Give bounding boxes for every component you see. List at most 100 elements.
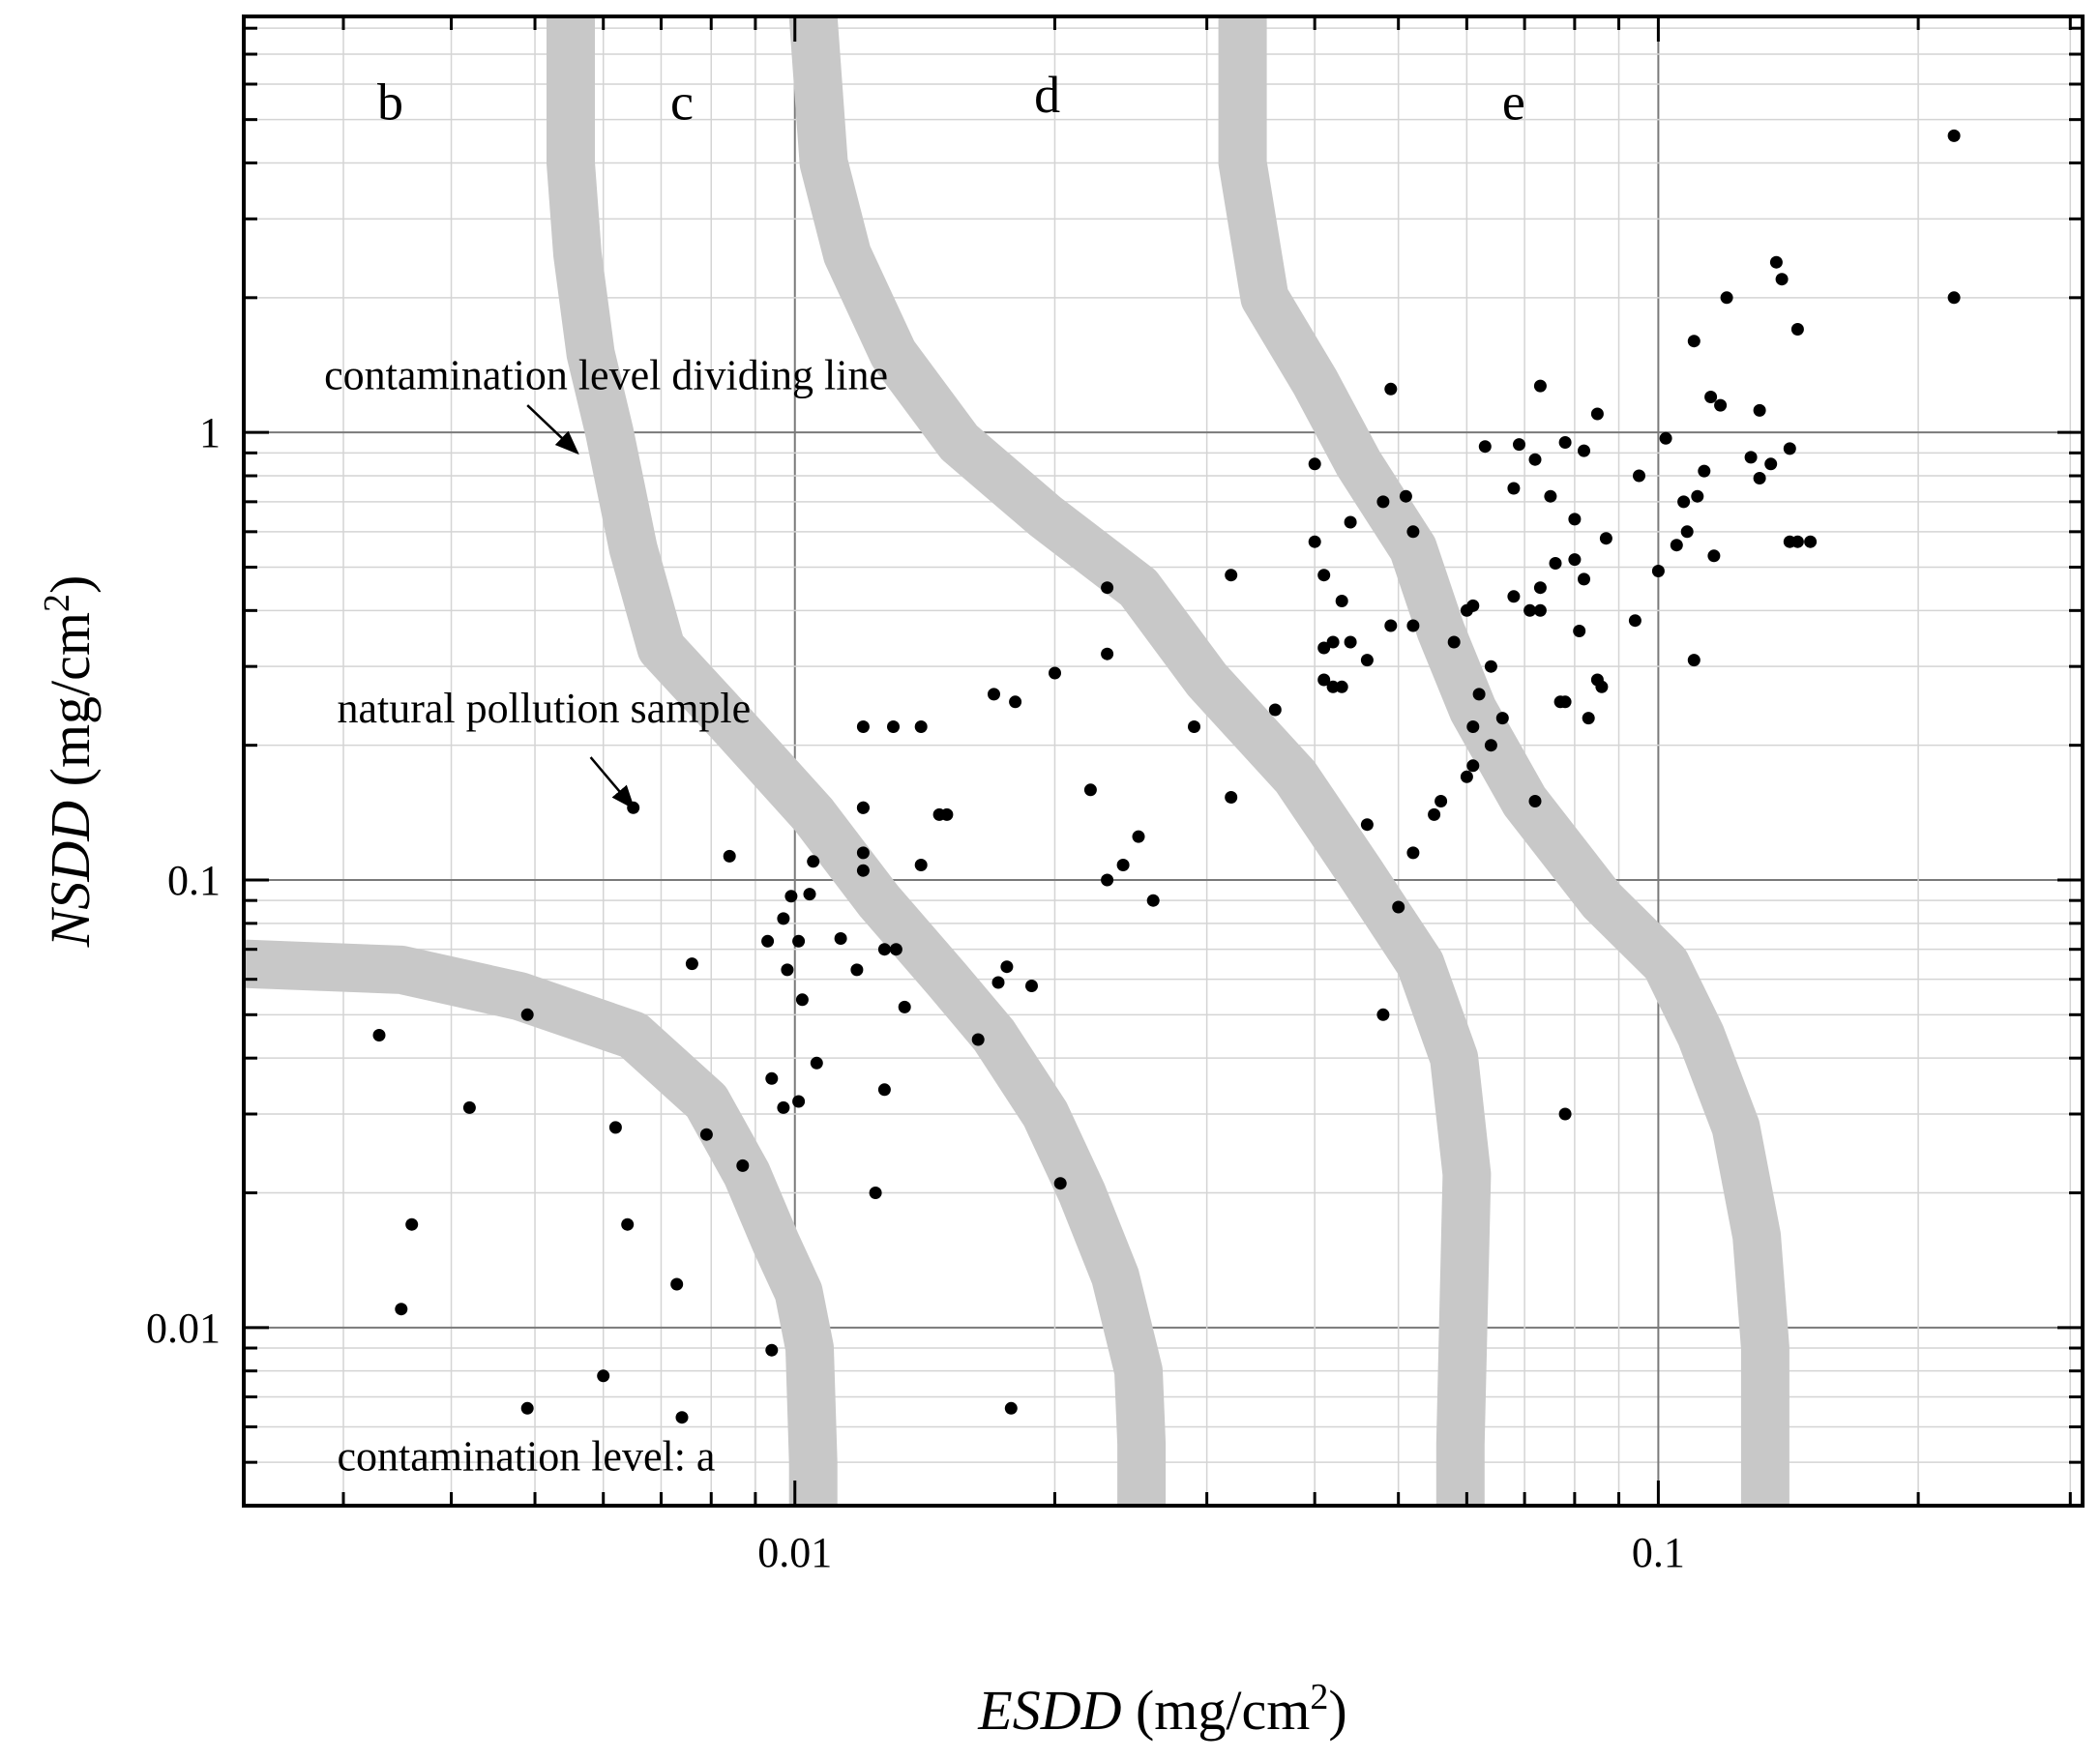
- data-point: [723, 849, 736, 863]
- y-axis-title-unit-close: ): [39, 575, 102, 594]
- data-point: [1376, 495, 1390, 509]
- data-point: [850, 963, 864, 977]
- axis-ticks: [244, 16, 2083, 1508]
- data-point: [1578, 572, 1590, 586]
- y-tick-label: 0.1: [167, 857, 221, 904]
- data-point: [856, 801, 870, 814]
- y-axis-title-unit-superscript: 2: [37, 594, 77, 612]
- data-point: [1268, 703, 1282, 717]
- data-point: [1628, 614, 1642, 628]
- data-point: [1225, 569, 1238, 582]
- data-point: [1326, 680, 1340, 693]
- data-point: [889, 943, 902, 956]
- data-point: [834, 932, 847, 945]
- data-point: [765, 1343, 779, 1357]
- dividing-line-b-c: [547, 16, 1167, 1506]
- data-point: [781, 963, 794, 977]
- data-point: [1116, 859, 1130, 871]
- data-point: [792, 934, 806, 948]
- data-point: [914, 859, 928, 871]
- data-point: [1790, 323, 1804, 336]
- data-point: [520, 1401, 534, 1415]
- data-point: [1376, 1008, 1390, 1021]
- data-point: [940, 807, 954, 821]
- data-point: [1495, 712, 1509, 725]
- data-point: [1687, 654, 1701, 667]
- data-point: [1083, 783, 1097, 797]
- data-point: [1326, 635, 1340, 649]
- data-point: [1344, 635, 1357, 649]
- data-point: [1687, 335, 1701, 348]
- data-point: [856, 864, 870, 877]
- data-point: [1049, 666, 1061, 680]
- y-axis-title-variable: NSDD: [39, 801, 102, 949]
- data-point: [1460, 770, 1473, 783]
- data-point: [777, 912, 790, 925]
- data-point: [784, 890, 798, 903]
- dividing-line-c-d: [788, 15, 1492, 1506]
- data-point: [1308, 457, 1321, 471]
- data-point: [1225, 791, 1238, 804]
- dividing-lines: [243, 15, 1789, 1506]
- data-point: [1399, 489, 1412, 503]
- data-point: [1753, 472, 1766, 484]
- data-point: [621, 1217, 635, 1231]
- data-points: [372, 129, 1961, 1424]
- data-point: [988, 688, 1000, 701]
- data-point: [1568, 513, 1582, 526]
- data-point: [1558, 1107, 1572, 1121]
- data-point: [856, 720, 870, 733]
- data-point: [736, 1159, 750, 1172]
- data-point: [1804, 535, 1818, 548]
- data-point: [1744, 451, 1758, 464]
- data-point: [1317, 641, 1331, 655]
- data-point: [699, 1128, 713, 1141]
- data-point: [1335, 680, 1348, 693]
- data-point: [1472, 688, 1486, 701]
- data-point: [1595, 680, 1609, 693]
- data-point: [1101, 581, 1114, 595]
- annotation-text-1: contamination level dividing line: [324, 351, 888, 398]
- data-point: [1466, 720, 1480, 733]
- region-label-c: c: [670, 73, 694, 132]
- data-point: [1000, 960, 1014, 974]
- data-point: [1704, 391, 1718, 403]
- data-point: [1707, 549, 1721, 563]
- data-point: [1528, 453, 1542, 466]
- data-point: [877, 943, 891, 956]
- data-point: [1484, 660, 1497, 673]
- data-point: [1769, 255, 1783, 269]
- data-point: [1790, 535, 1804, 548]
- data-point: [1558, 695, 1572, 709]
- y-tick-label: 1: [199, 409, 221, 456]
- data-point: [1406, 619, 1420, 632]
- data-point: [1360, 818, 1374, 832]
- data-point: [597, 1369, 610, 1383]
- data-point: [1317, 569, 1331, 582]
- data-point: [372, 1029, 386, 1041]
- annotation-arrow-2: [589, 756, 636, 810]
- data-point: [1533, 581, 1547, 595]
- data-point: [1317, 673, 1331, 687]
- data-point: [887, 720, 900, 733]
- data-point: [1528, 795, 1542, 807]
- data-point: [765, 1071, 779, 1085]
- data-point: [1720, 291, 1733, 305]
- data-point: [810, 1056, 823, 1070]
- data-point: [1691, 489, 1704, 503]
- data-point: [1392, 900, 1405, 914]
- data-point: [1533, 379, 1547, 393]
- x-axis-title: ESDD (mg/cm2): [977, 1677, 1346, 1742]
- data-point: [1677, 495, 1691, 509]
- data-point: [1053, 1177, 1067, 1190]
- data-point: [1544, 489, 1557, 503]
- region-label-d: d: [1034, 66, 1060, 124]
- data-point: [462, 1100, 476, 1114]
- data-point: [991, 976, 1005, 989]
- data-point: [1188, 720, 1200, 733]
- data-point: [1009, 695, 1022, 709]
- data-point: [405, 1217, 419, 1231]
- data-point: [1558, 436, 1572, 449]
- data-point: [670, 1277, 684, 1291]
